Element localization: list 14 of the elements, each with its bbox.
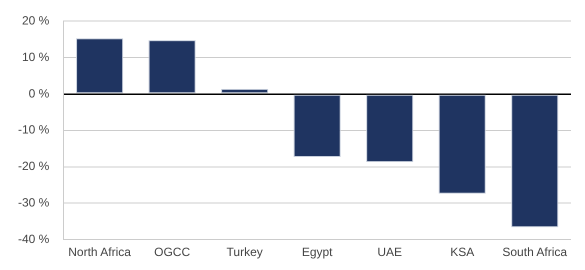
x-tick-label: Turkey (226, 245, 263, 260)
x-tick-label: Egypt (302, 245, 334, 260)
y-tick-label: -20 % (18, 159, 50, 174)
y-tick-label: -10 % (18, 122, 50, 137)
x-tick-label: South Africa (502, 245, 568, 260)
y-tick-label: -40 % (18, 232, 50, 246)
x-tick-label: UAE (377, 245, 402, 260)
y-tick-label: 20 % (22, 14, 50, 28)
y-tick-label: -30 % (18, 196, 50, 210)
x-tick-label: OGCC (154, 245, 190, 260)
y-tick-label: 0 % (28, 86, 50, 100)
x-tick-label: KSA (450, 245, 474, 260)
x-tick-label: North Africa (68, 245, 132, 260)
y-tick-label: 10 % (22, 50, 50, 64)
